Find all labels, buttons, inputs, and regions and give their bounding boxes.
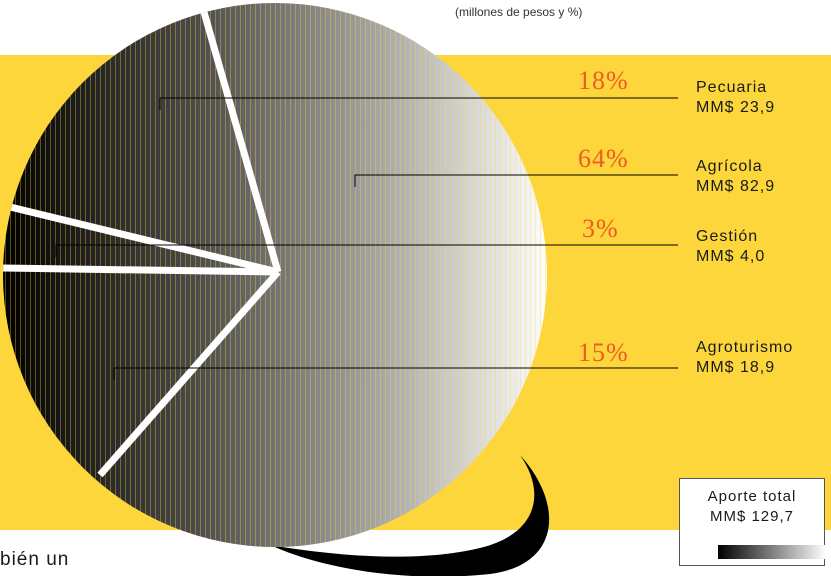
slice-value: MM$ 4,0: [696, 248, 766, 265]
slice-label-agricola: Agrícola MM$ 82,9: [696, 157, 775, 197]
slice-percent-gestion: 3%: [582, 214, 619, 243]
leader-line-gestión: [55, 244, 678, 257]
slice-name: Pecuaria: [696, 79, 768, 96]
total-label: Aporte total: [707, 488, 797, 505]
leader-line-agrícola: [354, 174, 678, 187]
total-contribution: Aporte total MM$ 129,7: [680, 487, 824, 527]
leader-line-agroturismo: [113, 367, 678, 380]
leader-line-pecuaria: [159, 97, 678, 110]
slice-separator-2: [3, 264, 279, 276]
slice-value: MM$ 23,9: [696, 99, 776, 116]
slice-separator-1: [3, 201, 279, 276]
slice-name: Agrícola: [696, 158, 763, 175]
slice-label-pecuaria: Pecuaria MM$ 23,9: [696, 78, 775, 118]
slice-percent-agricola: 64%: [578, 144, 629, 173]
slice-separator-0: [196, 3, 282, 273]
slice-value: MM$ 82,9: [696, 178, 776, 195]
pie-texture: [3, 3, 547, 547]
slice-separator-3: [97, 269, 281, 478]
slice-percent-pecuaria: 18%: [578, 66, 629, 95]
slice-value: MM$ 18,9: [696, 359, 776, 376]
total-value: MM$ 129,7: [709, 508, 795, 525]
slice-name: Gestión: [696, 228, 759, 245]
body-text-fragment: bién un: [0, 549, 70, 570]
total-contribution-box: Aporte total MM$ 129,7: [679, 478, 826, 566]
chart-subtitle: (millones de pesos y %): [455, 5, 583, 19]
pie-shadow-swoosh: [270, 455, 550, 576]
leader-lines: [55, 97, 678, 380]
slice-label-gestion: Gestión MM$ 4,0: [696, 227, 765, 267]
slice-separators: [3, 3, 282, 478]
total-gradient-bar: [718, 545, 826, 559]
slice-label-agroturismo: Agroturismo MM$ 18,9: [696, 338, 793, 378]
slice-percent-agroturismo: 15%: [578, 338, 629, 367]
slice-name: Agroturismo: [696, 339, 794, 356]
